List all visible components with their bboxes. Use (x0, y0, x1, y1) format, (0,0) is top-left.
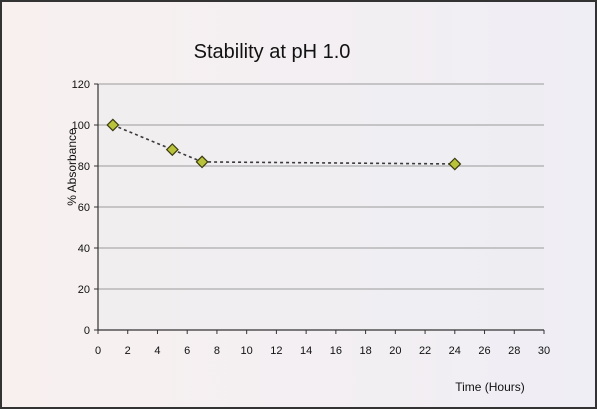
chart-title: Stability at pH 1.0 (193, 41, 351, 63)
y-tick-label: 60 (78, 202, 90, 214)
x-tick-label: 16 (330, 345, 342, 357)
series-line-segment (202, 161, 455, 165)
x-tick-label: 22 (419, 345, 431, 357)
x-tick-label: 14 (300, 345, 312, 357)
data-point-marker (165, 143, 179, 157)
x-tick-label: 4 (154, 345, 160, 357)
y-tick-label: 20 (78, 284, 90, 296)
data-point-marker (448, 157, 462, 171)
x-tick-label: 0 (95, 345, 101, 357)
series-line-segment (172, 148, 203, 163)
x-tick-label: 30 (538, 345, 550, 357)
x-tick-label: 2 (125, 345, 131, 357)
y-tick-label: 120 (72, 79, 90, 91)
x-tick-label: 18 (359, 345, 371, 357)
x-tick-label: 12 (270, 345, 282, 357)
data-point-marker (195, 155, 209, 169)
x-tick-label: 24 (449, 345, 461, 357)
y-tick-label: 0 (84, 325, 90, 337)
data-point-marker (106, 118, 120, 132)
x-tick-label: 10 (241, 345, 253, 357)
y-tick-label: 100 (72, 120, 90, 132)
x-tick-label: 28 (508, 345, 520, 357)
series-line-segment (112, 124, 173, 151)
x-tick-label: 8 (214, 345, 220, 357)
x-axis-title: Time (Hours) (455, 380, 525, 394)
y-tick-label: 80 (78, 161, 90, 173)
x-tick-label: 26 (478, 345, 490, 357)
x-tick-label: 6 (184, 345, 190, 357)
x-tick-label: 20 (389, 345, 401, 357)
y-tick-label: 40 (78, 243, 90, 255)
y-axis-title: % Absorbance (65, 128, 79, 206)
